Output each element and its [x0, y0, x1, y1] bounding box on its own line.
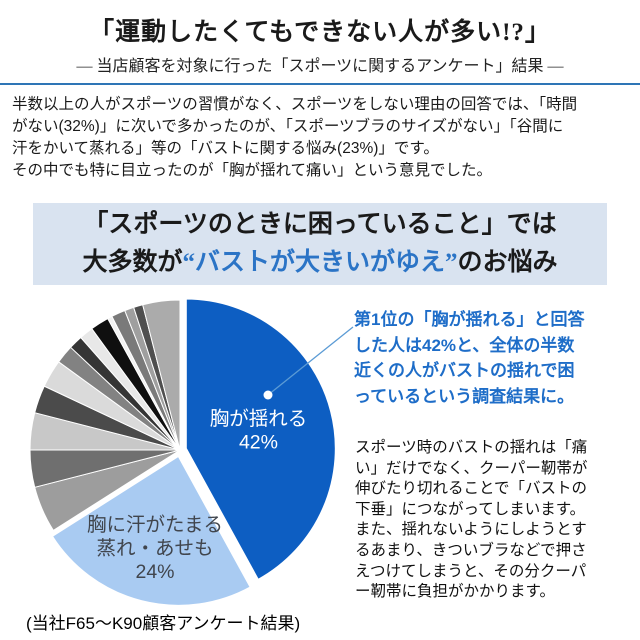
- pie-slices: [29, 297, 337, 607]
- banner-line1: 「スポーツのときに困っていること」では: [83, 211, 557, 238]
- intro-paragraph: 半数以上の人がスポーツの習慣がなく、スポーツをしない理由の回答では、「時間 がな…: [12, 96, 578, 179]
- pie-slice-other-15: [142, 299, 181, 451]
- callout-line: [267, 326, 354, 396]
- page-title: 「運動したくてもできない人が多い!?」: [89, 19, 551, 46]
- banner-line2-pre: 大多数が: [82, 249, 183, 276]
- page-subtitle: ― 当店顧客を対象に行った「スポーツに関するアンケート」結果 ―: [76, 58, 564, 75]
- pie-slice-0: [184, 297, 337, 581]
- banner-line2-highlight: “バストが大きいがゆえ”: [182, 249, 458, 276]
- pie-slice-1: [50, 454, 252, 607]
- highlight-note: 第1位の「胸が揺れる」と回答 した人は42%と、全体の半数 近くの人がバストの揺…: [354, 310, 585, 406]
- explanation-note: スポーツ時のバストの揺れは「痛 い」だけでなく、クーパー靭帯が 伸びたり切れるこ…: [355, 439, 588, 601]
- header-divider: [0, 83, 640, 85]
- source-caption: (当社F65〜K90顧客アンケート結果): [26, 614, 301, 633]
- pie-slice-label-0: 胸が揺れる 42%: [210, 408, 308, 454]
- pie-chart: 胸が揺れる 42% 胸に汗がたまる蒸れ・あせも 24%: [29, 297, 354, 607]
- pie-slice-label-1: 胸に汗がたまる蒸れ・あせも 24%: [87, 514, 223, 583]
- banner-line2-post: のお悩み: [457, 249, 558, 276]
- pie-slice-labels: 胸が揺れる 42% 胸に汗がたまる蒸れ・あせも 24%: [87, 408, 307, 583]
- banner-line2: 大多数が“バストが大きいがゆえ”のお悩み: [33, 244, 607, 282]
- highlight-banner: 「スポーツのときに困っていること」では 大多数が“バストが大きいがゆえ”のお悩み: [33, 203, 607, 285]
- callout-dot: [263, 390, 273, 400]
